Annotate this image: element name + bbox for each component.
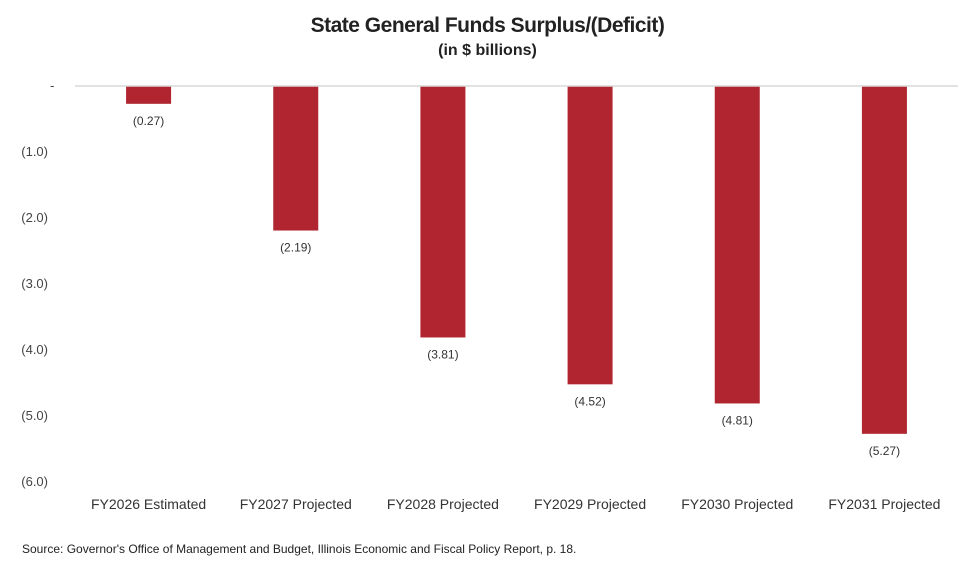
source-note: Source: Governor's Office of Management … bbox=[22, 542, 577, 556]
bar bbox=[273, 86, 319, 231]
data-label: (2.19) bbox=[280, 241, 311, 255]
chart-title: State General Funds Surplus/(Deficit) bbox=[310, 14, 665, 37]
y-tick-label: - bbox=[50, 78, 54, 93]
data-label: (4.81) bbox=[722, 413, 753, 427]
y-tick-label: (5.0) bbox=[21, 408, 48, 423]
y-tick-label: (2.0) bbox=[21, 210, 48, 225]
x-category-label: FY2030 Projected bbox=[681, 496, 793, 512]
x-category-label: FY2027 Projected bbox=[240, 496, 352, 512]
y-tick-label: (1.0) bbox=[21, 144, 48, 159]
y-tick-label: (3.0) bbox=[21, 276, 48, 291]
x-category-label: FY2028 Projected bbox=[387, 496, 499, 512]
bar bbox=[861, 86, 907, 434]
y-tick-label: (4.0) bbox=[21, 342, 48, 357]
chart-subtitle: (in $ billions) bbox=[438, 42, 537, 59]
data-label: (4.52) bbox=[574, 394, 605, 408]
bar bbox=[126, 86, 172, 104]
x-category-label: FY2031 Projected bbox=[828, 496, 940, 512]
bar bbox=[567, 86, 613, 385]
y-tick-label: (6.0) bbox=[21, 474, 48, 489]
data-label: (3.81) bbox=[427, 347, 458, 361]
data-label: (0.27) bbox=[133, 114, 164, 128]
data-label: (5.27) bbox=[869, 444, 900, 458]
x-category-label: FY2026 Estimated bbox=[91, 496, 206, 512]
bar bbox=[714, 86, 760, 404]
x-category-label: FY2029 Projected bbox=[534, 496, 646, 512]
bar bbox=[420, 86, 466, 338]
